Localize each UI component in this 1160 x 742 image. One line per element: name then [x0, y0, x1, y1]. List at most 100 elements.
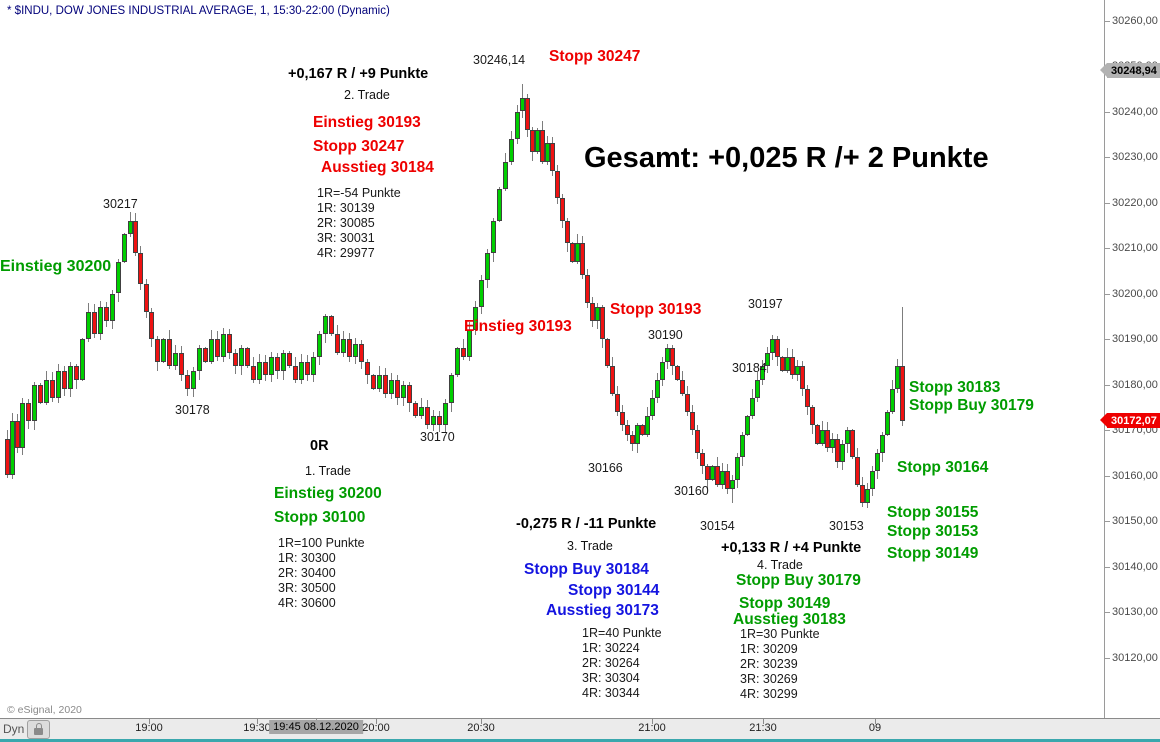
label-peak-30246: 30246,14: [473, 53, 526, 67]
candle-body: [299, 361, 304, 380]
candle-body: [311, 357, 316, 376]
time-tick-label: 21:30: [749, 722, 777, 734]
price-tick-label: 30200,00: [1112, 287, 1158, 300]
price-tick-label: 30130,00: [1112, 606, 1158, 618]
candle-body: [167, 339, 172, 367]
candle-body: [431, 416, 436, 426]
candle-body: [895, 366, 900, 390]
candle-body: [269, 357, 274, 376]
candle-body: [395, 379, 400, 399]
trade4-label: 4. Trade: [757, 558, 803, 572]
lock-button[interactable]: [27, 720, 50, 739]
candle-body: [503, 161, 508, 189]
candle-body: [700, 452, 705, 467]
time-tick-label: 09: [868, 722, 882, 734]
candle-body: [92, 311, 97, 335]
candle-body: [383, 375, 388, 394]
price-tick-mark: [1105, 384, 1110, 386]
candle-body: [485, 252, 490, 280]
candle-body: [359, 343, 364, 362]
price-tick-mark: [1105, 612, 1110, 613]
trade2-stopp: Stopp 30247: [313, 138, 405, 155]
note-stopp-30149-right: Stopp 30149: [887, 545, 979, 562]
candle-body: [305, 361, 310, 376]
label-30170: 30170: [420, 430, 455, 444]
trade3-stopp: Stopp 30144: [568, 582, 660, 599]
candle-body: [755, 379, 760, 399]
label-30166: 30166: [588, 461, 623, 475]
candle-body: [765, 352, 770, 367]
candle-body: [860, 484, 865, 503]
note-stoppbuy-30179-right: Stopp Buy 30179: [909, 397, 1034, 414]
candle-body: [830, 439, 835, 449]
candle-body: [437, 416, 442, 426]
candle-body: [251, 366, 256, 380]
trade1-stopp: Stopp 30100: [274, 509, 366, 526]
trade1-r0: 1R=100 Punkte: [278, 536, 365, 550]
candle-body: [610, 366, 615, 394]
label-30154: 30154: [700, 519, 735, 533]
candle-body: [149, 311, 154, 339]
price-tick-mark: [1105, 657, 1110, 659]
candle-body: [575, 243, 580, 262]
price-axis[interactable]: 30260,0030250,0030240,0030230,0030220,00…: [1100, 0, 1160, 718]
candle-body: [690, 411, 695, 430]
time-axis[interactable]: Dyn 19:00 19:30 19:45 08.12.2020 20:00 20:30…: [0, 718, 1160, 739]
price-tick-mark: [1105, 339, 1110, 340]
candle-body: [461, 348, 466, 358]
time-tick-label: 21:00: [638, 722, 666, 734]
trade2-r0: 1R=-54 Punkte: [317, 186, 401, 200]
candle-body: [595, 307, 600, 321]
candle-body: [144, 284, 149, 312]
candle-body: [116, 261, 121, 294]
note-stopp-30153-right: Stopp 30153: [887, 523, 979, 540]
candle-body: [20, 402, 25, 449]
candle-body: [491, 220, 496, 253]
candle-body: [329, 316, 334, 335]
candle-body: [419, 407, 424, 417]
candle-body: [287, 352, 292, 367]
trade2-r2: 2R: 30085: [317, 216, 375, 230]
trade2-r3: 3R: 30031: [317, 231, 375, 245]
candle-body: [138, 252, 143, 285]
trade4-r3: 3R: 30269: [740, 672, 798, 686]
candle-body: [413, 402, 418, 417]
label-30160: 30160: [674, 484, 709, 498]
candle-body: [455, 348, 460, 376]
candle-body: [133, 220, 138, 253]
candle-body: [640, 425, 645, 435]
price-tick-mark: [1105, 475, 1110, 477]
price-tick-mark: [1105, 202, 1110, 204]
trade1-r1: 1R: 30300: [278, 551, 336, 565]
trade2-ausstieg: Ausstieg 30184: [321, 159, 434, 176]
time-tick-mark: [257, 719, 258, 724]
candle-body: [795, 366, 800, 376]
candle-body: [110, 293, 115, 321]
candle-body: [317, 334, 322, 358]
gesamt-result: Gesamt: +0,025 R /+ 2 Punkte: [584, 142, 989, 174]
candle-body: [810, 407, 815, 426]
price-chart-plot-area[interactable]: * $INDU, DOW JONES INDUSTRIAL AVERAGE, 1…: [0, 0, 1104, 718]
candle-body: [365, 361, 370, 376]
candle-body: [74, 366, 79, 380]
candle-body: [695, 430, 700, 453]
candle-body: [197, 348, 202, 371]
note-einstieg-30200-left: Einstieg 30200: [0, 258, 112, 275]
price-tick-label: 30260,00: [1112, 14, 1158, 27]
candle-body: [467, 329, 472, 358]
note-einstieg-30193-mid: Einstieg 30193: [464, 318, 572, 335]
trade4-r2: 2R: 30239: [740, 657, 798, 671]
candle-body: [535, 129, 540, 153]
trade1-einstieg: Einstieg 30200: [274, 485, 382, 502]
candle-body: [5, 439, 10, 476]
candle-body: [740, 434, 745, 458]
copyright-label: © eSignal, 2020: [7, 704, 82, 716]
trade3-result: -0,275 R / -11 Punkte: [516, 516, 657, 532]
candle-body: [191, 370, 196, 390]
candle-body: [775, 339, 780, 358]
trade2-r4: 4R: 29977: [317, 246, 375, 260]
candle-body: [580, 243, 585, 276]
candle-body: [275, 357, 280, 371]
candle-body: [540, 129, 545, 162]
candle-body: [377, 375, 382, 390]
